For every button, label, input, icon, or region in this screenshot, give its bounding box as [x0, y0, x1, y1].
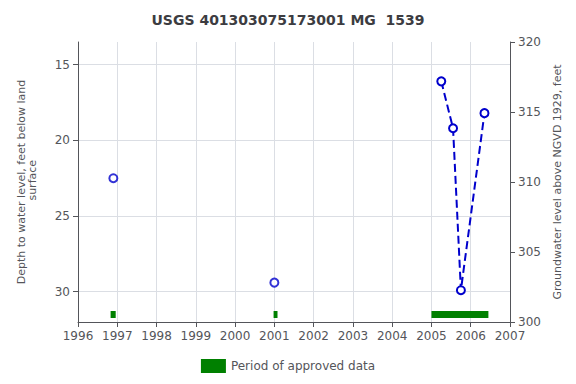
svg-text:15: 15	[55, 58, 70, 72]
svg-text:30: 30	[55, 285, 70, 299]
svg-text:1999: 1999	[181, 329, 212, 343]
svg-text:305: 305	[518, 245, 541, 259]
svg-text:surface: surface	[26, 160, 39, 204]
svg-text:1996: 1996	[63, 329, 94, 343]
svg-text:2004: 2004	[377, 329, 408, 343]
svg-text:Depth to water level, feet bel: Depth to water level, feet below land	[15, 79, 28, 285]
svg-text:320: 320	[518, 35, 541, 49]
svg-text:315: 315	[518, 105, 541, 119]
svg-text:Groundwater level above NGVD 1: Groundwater level above NGVD 1929, feet	[551, 64, 564, 300]
svg-text:2007: 2007	[495, 329, 526, 343]
svg-text:2005: 2005	[416, 329, 447, 343]
svg-text:1997: 1997	[102, 329, 133, 343]
svg-text:Period of approved data: Period of approved data	[231, 359, 375, 373]
svg-text:2002: 2002	[298, 329, 329, 343]
svg-text:25: 25	[55, 209, 70, 223]
svg-text:300: 300	[518, 315, 541, 329]
svg-text:2000: 2000	[220, 329, 251, 343]
svg-text:2001: 2001	[259, 329, 290, 343]
svg-text:310: 310	[518, 175, 541, 189]
svg-text:USGS 401303075173001 MG 1539: USGS 401303075173001 MG 1539	[151, 12, 424, 28]
svg-text:20: 20	[55, 133, 70, 147]
svg-text:1998: 1998	[141, 329, 172, 343]
svg-text:2006: 2006	[455, 329, 486, 343]
svg-text:2003: 2003	[338, 329, 369, 343]
